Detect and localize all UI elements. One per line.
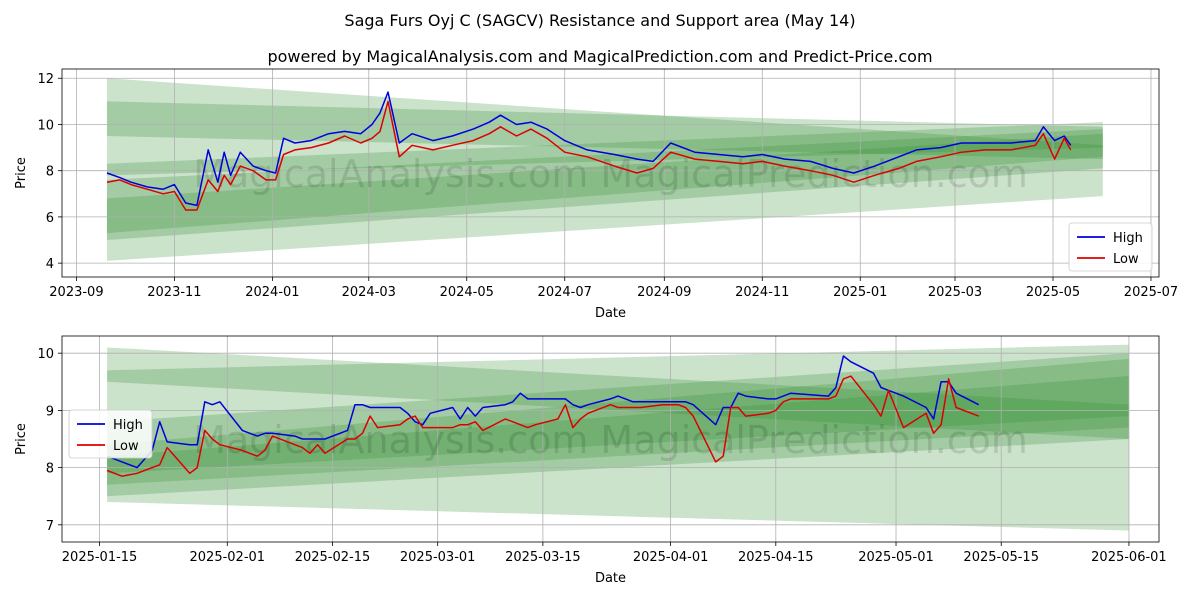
x-tick-label: 2025-03	[928, 285, 982, 300]
legend-label-low: Low	[1113, 252, 1139, 267]
x-tick-label: 2025-03-01	[400, 550, 476, 565]
y-tick-label: 10	[37, 347, 54, 362]
plot-frame	[61, 68, 1160, 278]
x-tick-label: 2025-01-15	[62, 550, 138, 565]
y-tick-label: 7	[46, 519, 54, 534]
plot-area	[62, 69, 1159, 277]
x-tick-label: 2024-05	[440, 285, 494, 300]
bottom-chart-panel: MagicalAnalysis.com MagicalPrediction.co…	[14, 335, 1167, 586]
support-resistance-band-5	[106, 133, 1103, 234]
y-tick-label: 8	[46, 165, 54, 180]
x-tick-label: 2025-04-15	[738, 550, 814, 565]
x-tick-label: 2025-02-01	[190, 550, 266, 565]
y-axis-label: Price	[14, 157, 29, 189]
y-tick-label: 6	[46, 211, 54, 226]
plot-frame	[61, 335, 1160, 543]
watermark-text: MagicalAnalysis.com MagicalPrediction.co…	[193, 418, 1028, 462]
x-tick-label: 2025-04-01	[633, 550, 709, 565]
y-tick-label: 9	[46, 404, 54, 419]
legend-box	[1068, 222, 1153, 272]
x-tick-label: 2025-07	[1124, 285, 1178, 300]
chart-subtitle: powered by MagicalAnalysis.com and Magic…	[267, 47, 932, 66]
x-tick-label: 2025-05-15	[963, 550, 1039, 565]
x-tick-label: 2024-09	[637, 285, 691, 300]
legend-box	[68, 409, 153, 459]
support-resistance-band-1	[106, 78, 1103, 160]
support-resistance-band-3	[106, 122, 1103, 261]
watermark-text: MagicalAnalysis.com MagicalPrediction.co…	[193, 152, 1028, 196]
x-axis-label: Date	[595, 571, 626, 586]
y-axis-label: Price	[14, 423, 29, 455]
series-line-low	[106, 375, 979, 477]
support-resistance-band-2	[107, 344, 1129, 531]
y-tick-label: 4	[46, 257, 54, 272]
x-tick-label: 2025-02-15	[295, 550, 371, 565]
x-tick-label: 2024-01	[245, 285, 299, 300]
x-tick-label: 2025-01	[833, 285, 887, 300]
chart-title: Saga Furs Oyj C (SAGCV) Resistance and S…	[344, 11, 855, 30]
x-tick-label: 2025-05-01	[858, 550, 934, 565]
x-axis-label: Date	[595, 306, 626, 321]
x-tick-label: 2023-09	[49, 285, 103, 300]
top-chart-panel: MagicalAnalysis.com MagicalPrediction.co…	[14, 68, 1178, 321]
x-tick-label: 2023-11	[147, 285, 201, 300]
support-resistance-band-3	[107, 353, 1129, 497]
x-tick-label: 2024-11	[735, 285, 789, 300]
x-tick-label: 2024-03	[342, 285, 396, 300]
series-line-high	[106, 355, 980, 469]
band-group	[106, 78, 1103, 261]
legend: High Low	[68, 409, 153, 459]
band-group	[107, 344, 1129, 531]
series-line-high	[106, 91, 1072, 207]
legend-label-low: Low	[113, 439, 139, 454]
support-resistance-band-1	[107, 347, 1129, 439]
y-tick-label: 12	[37, 72, 54, 87]
legend: High Low	[1068, 222, 1153, 272]
support-resistance-band-5	[107, 376, 1129, 474]
support-resistance-band-4	[106, 129, 1103, 241]
x-tick-label: 2024-07	[538, 285, 592, 300]
legend-label-high: High	[113, 418, 143, 433]
x-tick-label: 2025-05	[1026, 285, 1080, 300]
plot-area	[62, 336, 1159, 542]
support-resistance-band-2	[106, 101, 1103, 176]
x-tick-label: 2025-06-01	[1091, 550, 1167, 565]
legend-label-high: High	[1113, 231, 1143, 246]
series-line-low	[106, 100, 1072, 211]
support-resistance-band-4	[107, 358, 1129, 485]
x-tick-label: 2025-03-15	[505, 550, 581, 565]
y-tick-label: 10	[37, 118, 54, 133]
y-tick-label: 8	[46, 462, 54, 477]
